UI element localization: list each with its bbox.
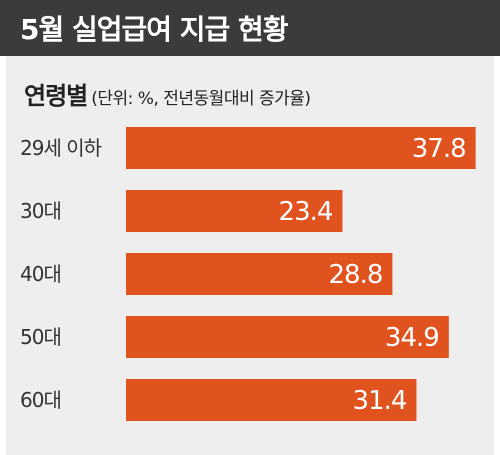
bar: [126, 190, 343, 232]
subtitle-label: 연령별: [24, 82, 88, 110]
chart-title: 5월 실업급여 지급 현황: [20, 13, 289, 46]
title-bar: 5월 실업급여 지급 현황: [0, 0, 500, 56]
chart-subtitle: 연령별 (단위: %, 전년동월대비 증가율): [24, 76, 311, 111]
subtitle-unit: (단위: %, 전년동월대비 증가율): [91, 89, 311, 109]
bar-chart: 29세 이하 37.8 30대 23.4 40대 28.8 50대 34.9 60대 31.4: [20, 127, 476, 421]
category-label: 50대: [20, 325, 61, 349]
category-label: 40대: [20, 262, 61, 286]
bar: [126, 127, 476, 169]
data-label: 31.4: [353, 386, 407, 416]
category-label: 29세 이하: [20, 136, 102, 160]
bar: [126, 379, 417, 421]
category-label: 30대: [20, 199, 61, 223]
data-label: 34.9: [385, 323, 439, 353]
data-label: 28.8: [329, 260, 383, 290]
bar: [126, 253, 393, 295]
chart-panel: 연령별 (단위: %, 전년동월대비 증가율) 29세 이하 37.8 30대 23.…: [6, 56, 494, 455]
data-label: 23.4: [279, 197, 333, 227]
bar: [126, 316, 449, 358]
data-label: 37.8: [412, 134, 466, 164]
category-label: 60대: [20, 388, 61, 412]
